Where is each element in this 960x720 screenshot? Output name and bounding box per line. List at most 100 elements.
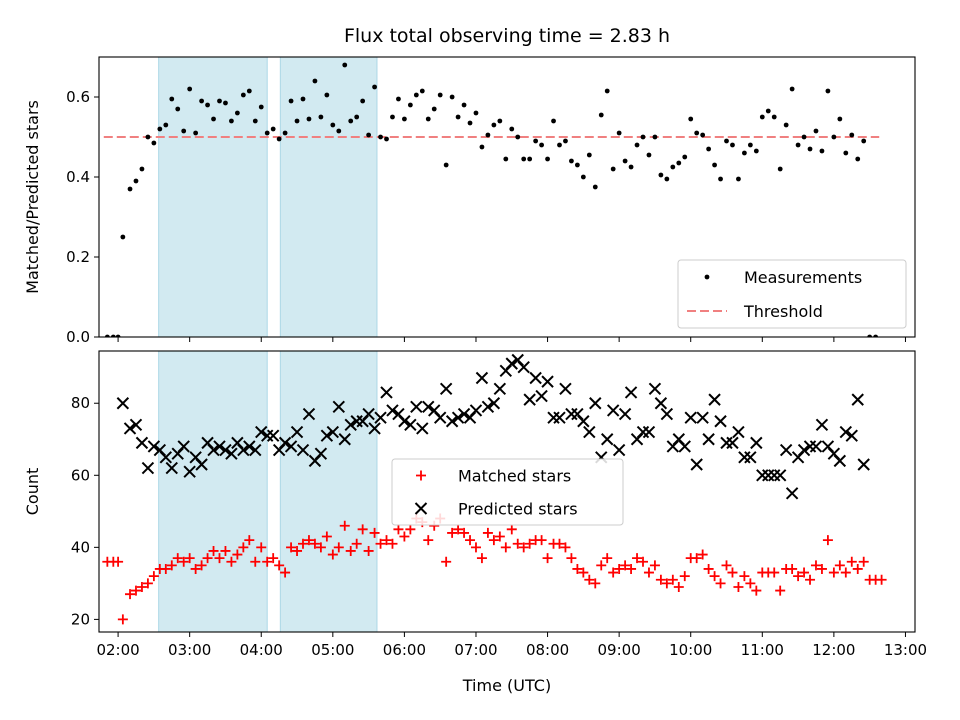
x-tick-label: 06:00 (383, 641, 426, 659)
data-point-1-99 (708, 393, 721, 406)
y-tick-label: 40 (71, 538, 90, 556)
data-point-1-5 (147, 440, 161, 453)
data-point-0-67 (503, 156, 509, 162)
data-point-0-41 (345, 545, 356, 556)
data-point-0-68 (509, 126, 515, 132)
shaded-interval-2 (279, 56, 378, 338)
data-point-0-84 (602, 553, 613, 564)
data-point-1-110 (773, 469, 787, 482)
data-point-0-99 (694, 130, 700, 136)
data-point-0-94 (664, 176, 670, 182)
data-point-0-63 (476, 553, 487, 564)
data-point-0-0 (104, 334, 110, 337)
data-point-0-39 (336, 128, 342, 134)
data-point-0-34 (306, 116, 312, 122)
data-point-1-42 (368, 422, 381, 435)
data-point-1-1 (123, 422, 137, 435)
x-tick-label: 09:00 (598, 641, 641, 659)
data-point-1-121 (839, 425, 853, 439)
data-point-0-37 (321, 531, 332, 542)
x-tick-label: 02:00 (96, 641, 139, 659)
data-point-1-114 (797, 443, 811, 457)
legend-label: Matched stars (458, 467, 571, 486)
data-point-0-116 (795, 142, 801, 148)
data-point-1-11 (183, 465, 196, 478)
data-point-0-2 (113, 556, 124, 567)
data-point-1-102 (726, 436, 739, 450)
data-point-1-84 (618, 407, 632, 421)
y-tick-label: 60 (71, 466, 90, 484)
data-point-0-91 (646, 152, 652, 158)
x-tick-label: 13:00 (884, 641, 927, 659)
data-point-0-76 (554, 538, 565, 549)
data-point-0-15 (193, 130, 199, 136)
data-point-0-72 (533, 138, 539, 144)
data-point-0-45 (369, 527, 380, 538)
data-point-1-23 (255, 425, 268, 439)
data-point-1-71 (541, 375, 554, 388)
data-point-0-71 (524, 538, 535, 549)
data-point-0-126 (855, 156, 861, 162)
data-point-1-53 (433, 411, 447, 424)
data-point-0-14 (187, 86, 193, 92)
y-tick-label: 20 (71, 610, 90, 628)
legend-label: Threshold (743, 302, 823, 321)
data-point-0-16 (196, 560, 207, 571)
data-point-1-35 (326, 425, 340, 439)
data-point-0-115 (787, 563, 798, 574)
data-point-0-116 (793, 571, 804, 582)
data-point-1-55 (445, 415, 459, 428)
data-point-1-2 (129, 418, 143, 432)
data-point-0-77 (563, 138, 568, 144)
data-point-1-56 (451, 411, 465, 424)
data-point-0-80 (578, 567, 589, 578)
data-point-1-45 (386, 404, 399, 417)
data-point-0-43 (360, 98, 366, 104)
data-point-0-17 (205, 102, 210, 108)
data-point-0-121 (825, 88, 831, 94)
data-point-0-85 (610, 166, 616, 172)
data-point-0-127 (858, 556, 869, 567)
plot-area-1 (102, 353, 887, 625)
data-point-1-31 (302, 407, 316, 421)
chart-title: Flux total observing time = 2.83 h (344, 25, 670, 47)
data-point-0-104 (721, 560, 732, 571)
data-point-0-51 (407, 102, 413, 108)
data-point-0-28 (268, 553, 279, 564)
y-tick-label: 0.4 (66, 168, 90, 186)
data-point-0-129 (873, 334, 879, 337)
data-point-0-78 (569, 158, 574, 164)
data-point-0-125 (849, 132, 855, 138)
data-point-0-16 (199, 98, 204, 104)
data-point-1-85 (624, 386, 638, 399)
data-point-0-62 (473, 110, 479, 116)
data-point-0-35 (312, 78, 318, 84)
data-point-0-86 (614, 563, 625, 574)
data-point-0-32 (292, 545, 303, 556)
data-point-0-12 (172, 553, 183, 564)
data-point-1-59 (469, 404, 483, 417)
data-point-0-95 (667, 574, 678, 585)
legend-marker-swatch (414, 502, 428, 515)
data-point-0-33 (300, 96, 306, 102)
data-point-0-100 (700, 132, 706, 138)
data-point-0-41 (348, 118, 354, 124)
data-point-1-13 (195, 458, 208, 471)
data-point-0-113 (777, 166, 783, 172)
x-tick-label: 08:00 (526, 641, 569, 659)
data-point-0-73 (536, 535, 547, 546)
data-point-1-44 (380, 386, 393, 399)
data-point-0-98 (688, 116, 694, 122)
data-point-0-107 (739, 571, 750, 582)
data-point-0-60 (461, 102, 467, 108)
data-point-0-123 (837, 116, 843, 122)
data-point-0-118 (807, 146, 813, 152)
data-point-0-22 (232, 549, 243, 560)
data-point-0-13 (181, 128, 187, 134)
data-point-1-105 (744, 451, 757, 464)
data-point-1-91 (660, 407, 674, 421)
data-point-0-70 (521, 156, 527, 162)
data-point-0-103 (718, 176, 723, 182)
data-point-0-93 (658, 172, 664, 178)
